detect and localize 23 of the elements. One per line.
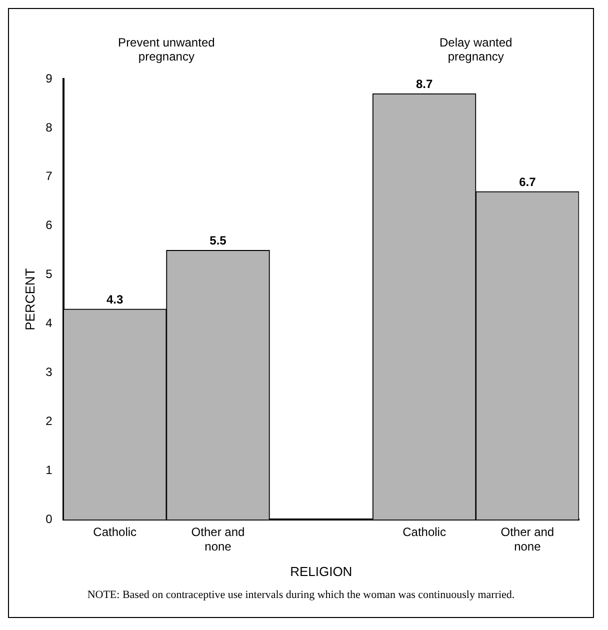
- y-tick-label: 5: [46, 267, 53, 282]
- data-label: 5.5: [210, 234, 227, 248]
- y-tick-label: 9: [46, 71, 53, 86]
- x-axis-title: RELIGION: [290, 564, 352, 579]
- data-label: 8.7: [416, 77, 433, 91]
- y-tick-label: 2: [46, 414, 53, 428]
- y-tick-label: 1: [46, 462, 53, 477]
- data-label: 4.3: [106, 292, 124, 306]
- y-tick-label: 3: [46, 365, 53, 380]
- y-tick-label: 4: [46, 316, 53, 330]
- text: Delay wanted pregnancy: [439, 35, 512, 64]
- y-tick-label: 6: [46, 218, 53, 232]
- x-tick-label: Catholic: [402, 525, 446, 540]
- y-tick-label: 7: [46, 169, 53, 184]
- y-tick-label: 8: [46, 120, 53, 134]
- text: Prevent unwanted pregnancy: [118, 35, 215, 64]
- y-axis-title: PERCENT: [22, 268, 38, 330]
- text: NOTE: Based on contraceptive use intervals during which the woman was continuously married.: [86, 589, 516, 601]
- x-tick-label: Other and none: [191, 525, 245, 554]
- data-label: 6.7: [519, 174, 536, 189]
- y-tick-label: 0: [46, 512, 53, 526]
- x-tick-label: Catholic: [93, 525, 137, 540]
- x-tick-label: Other and none: [500, 525, 554, 554]
